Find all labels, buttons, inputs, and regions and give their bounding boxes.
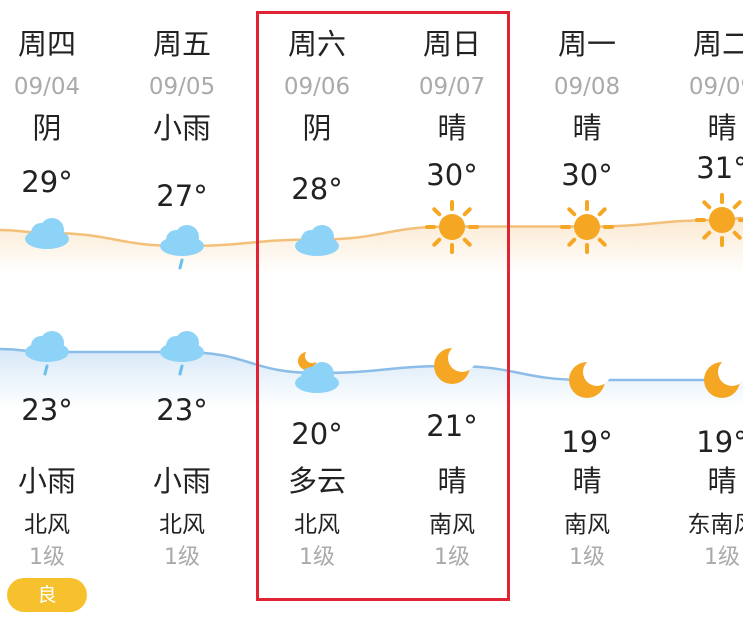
- night-condition: 晴: [707, 464, 737, 498]
- low-temp-line-fill: [0, 349, 743, 408]
- day-condition: 阴: [32, 111, 62, 145]
- moon-cloud-icon: [287, 343, 347, 403]
- weekday-label: 周五: [152, 27, 211, 61]
- wind-direction: 南风: [564, 512, 610, 538]
- wind-level: 1级: [704, 545, 740, 570]
- high-temp: 27°: [156, 179, 208, 213]
- sun-icon: [557, 197, 617, 257]
- moon-icon: [422, 336, 482, 396]
- high-temp: 30°: [426, 158, 478, 192]
- high-temp: 31°: [696, 151, 743, 185]
- date-label: 09/05: [148, 74, 216, 100]
- forecast-day-4[interactable]: 周一 09/08 晴 30° 19° 晴南风 1级: [519, 0, 655, 635]
- weekday-label: 周一: [557, 27, 616, 61]
- wind-direction: 北风: [159, 512, 205, 538]
- wind-direction: 北风: [24, 512, 70, 538]
- date-label: 09/04: [13, 74, 81, 100]
- night-condition: 晴: [572, 464, 602, 498]
- date-label: 09/07: [418, 74, 486, 100]
- day-condition: 阴: [302, 111, 332, 145]
- wind-level: 1级: [299, 545, 335, 570]
- forecast-day-5[interactable]: 周二 09/09 晴 31° 19° 晴东南风 1级: [654, 0, 743, 635]
- rain-cloud-icon: [152, 322, 212, 382]
- high-temp: 28°: [291, 172, 343, 206]
- cloud-icon: [287, 210, 347, 270]
- weekday-label: 周二: [692, 27, 743, 61]
- low-temp: 19°: [696, 425, 743, 459]
- low-temp: 21°: [426, 409, 478, 443]
- wind-level: 1级: [569, 545, 605, 570]
- high-temp: 30°: [561, 158, 613, 192]
- weekday-label: 周六: [287, 27, 346, 61]
- wind-direction: 南风: [429, 512, 475, 538]
- day-condition: 晴: [437, 111, 467, 145]
- forecast-day-0[interactable]: 周四 09/04 阴 29° 23° 小雨北风 1级良: [0, 0, 115, 635]
- forecast-day-1[interactable]: 周五 09/05 小雨 27° 23° 小雨北风 1级: [114, 0, 250, 635]
- day-condition: 小雨: [152, 111, 211, 145]
- aqi-badge: 良: [7, 578, 87, 612]
- forecast-day-3[interactable]: 周日 09/07 晴 30° 21° 晴南风 1级: [384, 0, 520, 635]
- night-condition: 小雨: [17, 464, 76, 498]
- wind-direction: 东南风: [687, 512, 743, 538]
- cloud-icon: [17, 203, 77, 263]
- night-condition: 小雨: [152, 464, 211, 498]
- low-temp: 19°: [561, 425, 613, 459]
- day-condition: 晴: [572, 111, 602, 145]
- low-temp: 23°: [21, 393, 73, 427]
- high-temp: 29°: [21, 165, 73, 199]
- wind-direction: 北风: [294, 512, 340, 538]
- day-condition: 晴: [707, 111, 737, 145]
- wind-level: 1级: [434, 545, 470, 570]
- weekend-highlight-box: [256, 11, 510, 601]
- high-temp-line: [0, 216, 743, 248]
- low-temp-line: [0, 347, 743, 382]
- date-label: 09/08: [553, 74, 621, 100]
- high-temp-line-fill: [0, 218, 743, 274]
- rain-cloud-icon: [17, 322, 77, 382]
- wind-level: 1级: [164, 545, 200, 570]
- moon-icon: [692, 350, 743, 410]
- date-label: 09/06: [283, 74, 351, 100]
- night-condition: 晴: [437, 464, 467, 498]
- weekday-label: 周四: [17, 27, 76, 61]
- forecast-day-2[interactable]: 周六 09/06 阴 28° 20° 多云北风 1级: [249, 0, 385, 635]
- low-temp: 23°: [156, 393, 208, 427]
- rain-cloud-icon: [152, 216, 212, 276]
- wind-level: 1级: [29, 545, 65, 570]
- low-temp: 20°: [291, 417, 343, 451]
- sun-icon: [692, 190, 743, 250]
- night-condition: 多云: [287, 464, 346, 498]
- sun-icon: [422, 197, 482, 257]
- date-label: 09/09: [688, 74, 743, 100]
- weekday-label: 周日: [422, 27, 481, 61]
- moon-icon: [557, 350, 617, 410]
